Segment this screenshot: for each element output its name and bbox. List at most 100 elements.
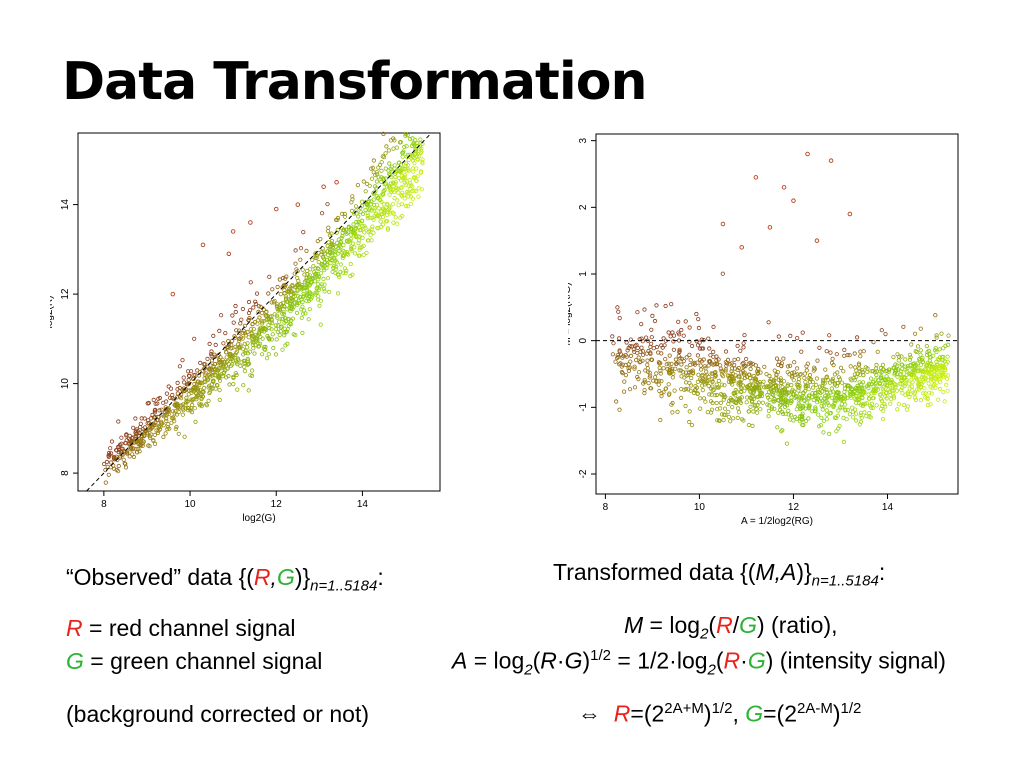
data-point xyxy=(775,425,780,430)
data-point xyxy=(908,362,913,368)
data-point xyxy=(248,280,253,285)
data-point xyxy=(934,333,939,338)
data-point xyxy=(828,410,833,416)
data-point xyxy=(706,363,711,368)
data-point xyxy=(354,208,359,213)
data-point xyxy=(319,261,325,267)
data-point xyxy=(785,390,790,395)
data-point xyxy=(905,390,910,395)
data-point xyxy=(153,407,158,412)
data-point xyxy=(190,409,195,415)
data-point xyxy=(352,251,358,256)
data-point xyxy=(231,374,236,379)
outlier-point xyxy=(753,175,759,180)
data-point xyxy=(658,371,663,376)
data-point xyxy=(353,234,359,240)
data-point xyxy=(388,166,393,171)
data-point xyxy=(696,317,701,322)
data-point xyxy=(303,311,308,316)
data-point xyxy=(658,417,663,423)
data-point xyxy=(666,382,671,387)
scatter-plot-left-svg: 8 10 12 14 8 10 12 14 log2(G) log2(R) xyxy=(44,131,441,524)
data-point xyxy=(776,410,781,415)
data-point xyxy=(348,237,353,242)
data-point xyxy=(647,375,652,380)
data-point xyxy=(104,459,110,465)
data-point xyxy=(304,248,309,254)
data-point xyxy=(776,387,781,392)
data-point xyxy=(233,303,238,309)
data-point xyxy=(354,223,359,228)
data-point xyxy=(242,360,247,365)
data-point xyxy=(156,396,161,401)
data-point xyxy=(939,331,944,336)
data-point xyxy=(415,174,420,179)
red-channel-line: R = red channel signal xyxy=(66,615,296,642)
data-point xyxy=(934,380,939,385)
data-point xyxy=(891,394,896,399)
data-point xyxy=(848,364,853,369)
data-point xyxy=(761,379,766,384)
data-point xyxy=(176,431,181,436)
data-point xyxy=(200,368,205,373)
data-point xyxy=(155,401,160,406)
data-point xyxy=(719,372,724,377)
y-axis-label: log2(R) xyxy=(50,296,55,329)
data-point xyxy=(410,166,415,171)
data-point xyxy=(764,372,769,377)
data-point xyxy=(821,430,826,435)
data-point xyxy=(852,351,857,356)
data-point xyxy=(935,397,941,402)
data-point xyxy=(938,380,943,385)
data-point xyxy=(265,333,270,339)
data-point xyxy=(139,416,144,421)
data-point xyxy=(654,378,659,383)
data-point xyxy=(632,366,637,371)
data-point xyxy=(793,372,798,378)
data-point xyxy=(392,196,397,201)
data-point xyxy=(821,380,826,385)
data-point xyxy=(887,367,892,372)
data-point xyxy=(701,346,706,351)
data-point xyxy=(754,406,759,411)
data-point xyxy=(293,248,298,253)
m-eq-log: = log xyxy=(643,612,701,638)
data-point xyxy=(824,387,829,392)
data-point xyxy=(392,166,397,171)
data-point xyxy=(631,347,636,352)
data-point xyxy=(420,157,425,162)
data-point xyxy=(928,402,933,407)
data-point xyxy=(726,409,731,414)
data-point xyxy=(664,362,669,367)
outlier-point xyxy=(273,206,279,212)
a-intensity-suffix: ) (intensity signal) xyxy=(765,647,946,674)
data-point xyxy=(395,198,400,203)
x-tick-label: 8 xyxy=(101,499,107,510)
data-point xyxy=(256,304,261,309)
data-point xyxy=(160,413,165,418)
data-point xyxy=(284,319,289,324)
data-point xyxy=(616,362,622,367)
data-point xyxy=(248,373,253,378)
data-point xyxy=(779,429,784,434)
data-point xyxy=(785,364,791,369)
data-point xyxy=(704,378,709,383)
data-point xyxy=(186,377,191,383)
data-point xyxy=(322,289,327,294)
data-point xyxy=(875,349,880,354)
data-point xyxy=(316,297,321,302)
transformed-close: )} xyxy=(796,559,812,585)
data-point xyxy=(174,395,180,400)
data-point xyxy=(340,253,345,259)
data-point xyxy=(371,197,376,202)
data-point xyxy=(666,330,671,335)
data-point xyxy=(687,409,692,414)
data-point xyxy=(834,384,839,389)
data-point xyxy=(856,389,861,394)
data-point xyxy=(368,202,374,207)
data-point xyxy=(632,364,637,369)
data-point xyxy=(278,292,283,297)
data-point xyxy=(249,336,255,341)
data-point xyxy=(617,348,622,353)
data-point xyxy=(285,327,290,332)
